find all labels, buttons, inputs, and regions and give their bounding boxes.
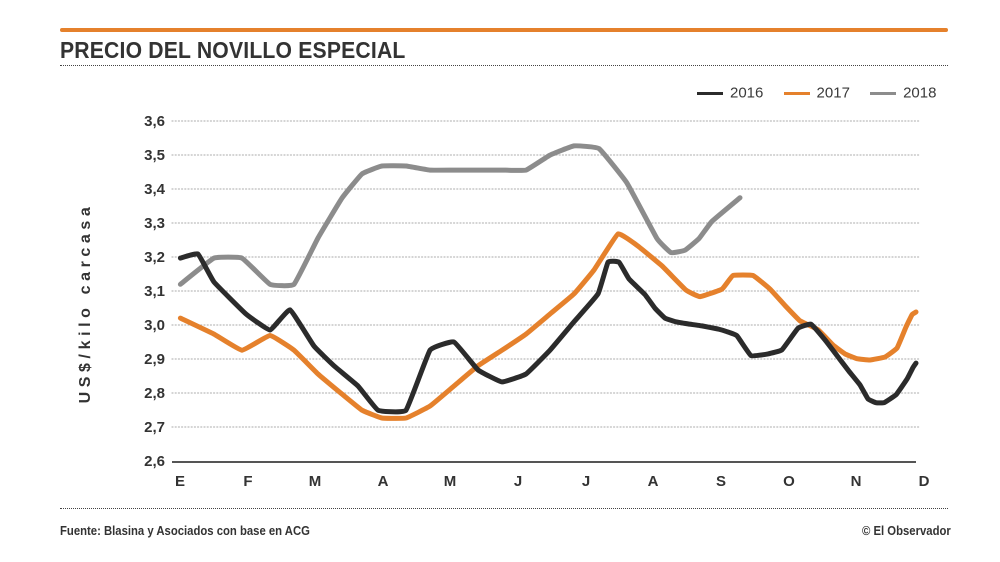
- svg-text:2,6: 2,6: [144, 453, 165, 470]
- svg-text:US$/kilo carcasa: US$/kilo carcasa: [77, 203, 94, 404]
- svg-text:E: E: [175, 473, 185, 490]
- svg-text:3,5: 3,5: [144, 147, 165, 164]
- svg-text:A: A: [648, 473, 659, 490]
- svg-text:F: F: [243, 473, 252, 490]
- svg-text:2,9: 2,9: [144, 351, 165, 368]
- svg-text:3,6: 3,6: [144, 113, 165, 130]
- svg-text:O: O: [783, 473, 795, 490]
- svg-text:3,2: 3,2: [144, 249, 165, 266]
- svg-text:2,8: 2,8: [144, 385, 165, 402]
- svg-text:A: A: [378, 473, 389, 490]
- svg-text:3,1: 3,1: [144, 283, 165, 300]
- svg-text:2,7: 2,7: [144, 419, 165, 436]
- svg-text:3,0: 3,0: [144, 317, 165, 334]
- svg-text:N: N: [851, 473, 862, 490]
- svg-text:J: J: [514, 473, 522, 490]
- svg-text:S: S: [716, 473, 726, 490]
- svg-text:M: M: [309, 473, 322, 490]
- svg-text:J: J: [582, 473, 590, 490]
- svg-text:3,3: 3,3: [144, 215, 165, 232]
- svg-text:M: M: [444, 473, 457, 490]
- svg-text:D: D: [919, 473, 930, 490]
- svg-text:3,4: 3,4: [144, 181, 166, 198]
